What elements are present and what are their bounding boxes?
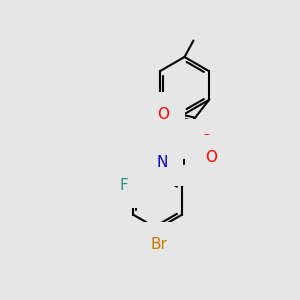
Text: Br: Br: [151, 237, 167, 252]
Text: O: O: [158, 107, 169, 122]
Text: N: N: [156, 155, 168, 170]
Text: O: O: [200, 134, 212, 149]
Text: F: F: [119, 178, 128, 193]
Text: H: H: [148, 154, 157, 167]
Text: O: O: [205, 151, 217, 166]
